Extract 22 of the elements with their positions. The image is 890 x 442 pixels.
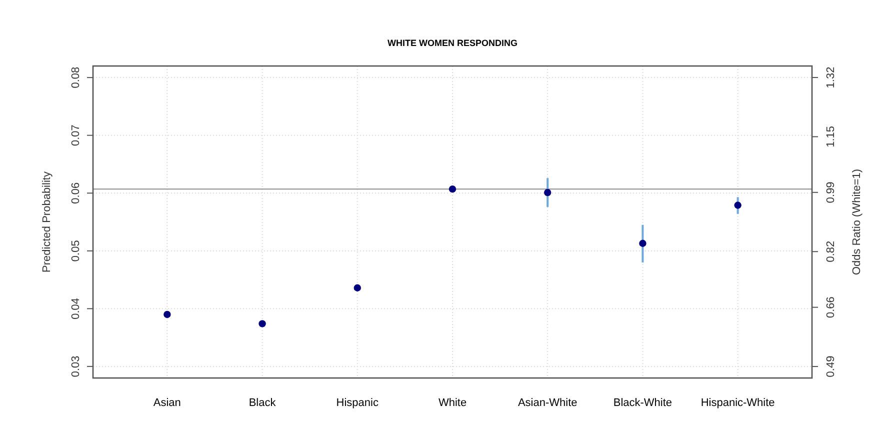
y2-tick-label: 0.99 — [825, 182, 837, 204]
y-tick-label: 0.03 — [70, 356, 82, 378]
x-tick-label: Black-White — [613, 397, 672, 409]
y2-axis-title: Odds Ratio (White=1) — [851, 168, 863, 276]
chart-title: WHITE WOMEN RESPONDING — [388, 38, 518, 48]
y-tick-label: 0.04 — [70, 298, 82, 320]
x-tick-label: White — [438, 397, 467, 409]
y2-tick-label: 1.32 — [825, 66, 837, 88]
y2-tick-label: 0.82 — [825, 240, 837, 262]
y-tick-label: 0.07 — [70, 124, 82, 146]
y-axis-title: Predicted Probability — [41, 171, 53, 272]
x-tick-label: Hispanic-White — [700, 397, 775, 409]
x-tick-label: Hispanic — [336, 397, 379, 409]
y2-tick-label: 0.49 — [825, 356, 837, 378]
y-tick-label: 0.08 — [70, 66, 82, 88]
x-tick-label: Asian — [153, 397, 181, 409]
y-tick-label: 0.05 — [70, 240, 82, 262]
y2-tick-label: 1.15 — [825, 126, 837, 148]
x-tick-label: Black — [248, 397, 276, 409]
x-tick-label: Asian-White — [518, 397, 578, 409]
y2-tick-label: 0.66 — [825, 296, 837, 318]
y-tick-label: 0.06 — [70, 182, 82, 204]
